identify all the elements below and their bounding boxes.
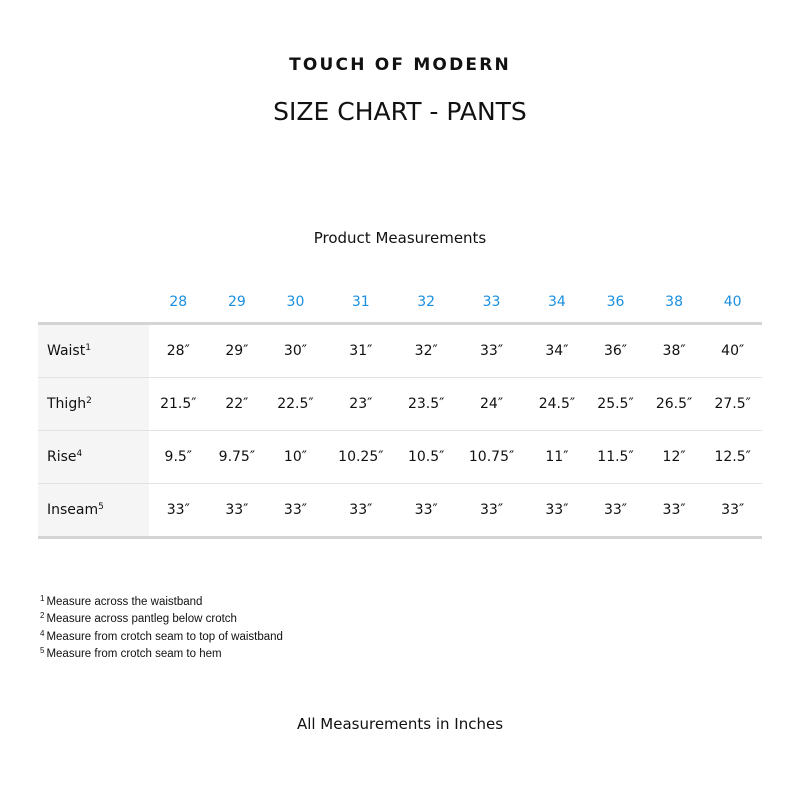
- measurement-cell: 33″: [455, 323, 528, 378]
- footnotes: 1 Measure across the waistband 2 Measure ac…: [40, 592, 283, 661]
- row-label: Waist1: [38, 323, 149, 378]
- brand-logo: TOUCH OF MODERN: [289, 55, 511, 75]
- measurement-cell: 10″: [266, 430, 325, 484]
- measurement-cell: 24.5″: [527, 377, 587, 431]
- measurement-cell: 30″: [266, 323, 325, 378]
- row-label: Inseam5: [38, 483, 149, 539]
- footnote-mark: 1: [40, 594, 45, 603]
- measurement-cell: 11.5″: [586, 430, 645, 484]
- measurement-cell: 9.75″: [207, 430, 267, 484]
- measurement-cell: 9.5″: [149, 430, 208, 484]
- measurement-cell: 33″: [586, 483, 645, 539]
- size-header: 40: [723, 294, 742, 310]
- page-title: SIZE CHART - PANTS: [273, 97, 527, 126]
- table-row: Inseam5 33″ 33″ 33″ 33″ 33″ 33″ 33″ 33″ 33″ 33″: [38, 483, 762, 539]
- size-header: 28: [169, 294, 188, 310]
- footnote-text: Measure across pantleg below crotch: [46, 613, 237, 626]
- table-row: Waist1 28″ 29″ 30″ 31″ 32″ 33″ 34″ 36″ 38″ 40″: [38, 323, 762, 378]
- measurement-cell: 10.25″: [324, 430, 397, 484]
- table-row: Thigh2 21.5″ 22″ 22.5″ 23″ 23.5″ 24″ 24.5″ 25.5″…: [38, 377, 762, 431]
- measurement-cell: 27.5″: [703, 377, 762, 431]
- measurement-cell: 12.5″: [703, 430, 762, 484]
- measurement-cell: 33″: [149, 483, 208, 539]
- size-header: 32: [417, 294, 436, 310]
- row-label: Thigh2: [38, 377, 149, 431]
- footnote: 2 Measure across pantleg below crotch: [40, 609, 283, 626]
- measurement-cell: 25.5″: [586, 377, 645, 431]
- measurement-cell: 33″: [396, 483, 456, 539]
- row-label-text: Thigh: [47, 396, 87, 412]
- measurement-cell: 32″: [396, 323, 456, 378]
- size-header: 34: [548, 294, 566, 310]
- measurement-cell: 36″: [586, 323, 645, 378]
- measurement-cell: 10.75″: [455, 430, 528, 484]
- measurement-cell: 22.5″: [266, 377, 325, 431]
- row-label-text: Inseam: [47, 502, 99, 518]
- footnote-mark: 2: [40, 611, 45, 621]
- footnote-mark: 2: [86, 396, 92, 406]
- footnote-mark: 5: [40, 645, 45, 655]
- measurement-cell: 40″: [703, 323, 762, 378]
- measurement-cell: 33″: [644, 483, 704, 539]
- measurement-cell: 33″: [703, 483, 762, 539]
- row-label: Rise4: [38, 430, 149, 484]
- measurement-cell: 21.5″: [149, 377, 208, 431]
- measurement-cell: 11″: [527, 430, 587, 484]
- footnote-mark: 1: [85, 343, 91, 353]
- measurement-cell: 33″: [455, 483, 528, 539]
- table-row: Rise4 9.5″ 9.75″ 10″ 10.25″ 10.5″ 10.75″ 11″ 11.…: [38, 430, 762, 484]
- size-header: 33: [482, 294, 501, 310]
- measurement-cell: 12″: [644, 430, 704, 484]
- size-chart-table: 28 29 30 31 32 33 34 36 38 40 Waist1 28″ 29″ 30″ 31″ 3…: [38, 282, 762, 539]
- units-note: All Measurements in Inches: [296, 715, 504, 733]
- measurement-cell: 10.5″: [396, 430, 456, 484]
- measurement-cell: 33″: [266, 483, 325, 539]
- row-label-text: Rise: [47, 449, 77, 465]
- size-header-row: 28 29 30 31 32 33 34 36 38 40: [38, 282, 762, 324]
- measurement-cell: 33″: [324, 483, 397, 539]
- footnote-text: Measure from crotch seam to top of waist…: [46, 630, 283, 643]
- footnote-mark: 4: [40, 628, 45, 638]
- footnote-text: Measure from crotch seam to hem: [46, 647, 222, 660]
- measurement-cell: 31″: [324, 323, 397, 378]
- size-header: 36: [606, 294, 625, 310]
- footnote: 5 Measure from crotch seam to hem: [40, 644, 283, 661]
- measurement-cell: 23.5″: [396, 377, 456, 431]
- footnote-mark: 5: [98, 502, 104, 512]
- footnote-text: Measure across the waistband: [46, 596, 203, 608]
- size-header: 29: [227, 294, 246, 310]
- measurement-cell: 24″: [455, 377, 528, 431]
- footnote: 4 Measure from crotch seam to top of wais…: [40, 627, 283, 644]
- measurement-cell: 29″: [207, 323, 267, 378]
- measurement-cell: 34″: [527, 323, 587, 378]
- measurement-cell: 38″: [644, 323, 704, 378]
- measurement-cell: 26.5″: [644, 377, 704, 431]
- measurement-cell: 33″: [207, 483, 267, 539]
- footnote: 1 Measure across the waistband: [40, 592, 283, 609]
- row-label-text: Waist: [47, 343, 86, 359]
- measurement-cell: 28″: [149, 323, 208, 378]
- size-header: 38: [665, 294, 683, 310]
- measurement-cell: 33″: [527, 483, 587, 539]
- footnote-mark: 4: [76, 449, 83, 459]
- corner-cell: [38, 282, 149, 324]
- table-caption: Product Measurements: [313, 229, 487, 247]
- measurement-cell: 23″: [324, 377, 397, 431]
- size-header: 31: [351, 294, 370, 310]
- measurement-cell: 22″: [207, 377, 267, 431]
- size-header: 30: [286, 294, 305, 310]
